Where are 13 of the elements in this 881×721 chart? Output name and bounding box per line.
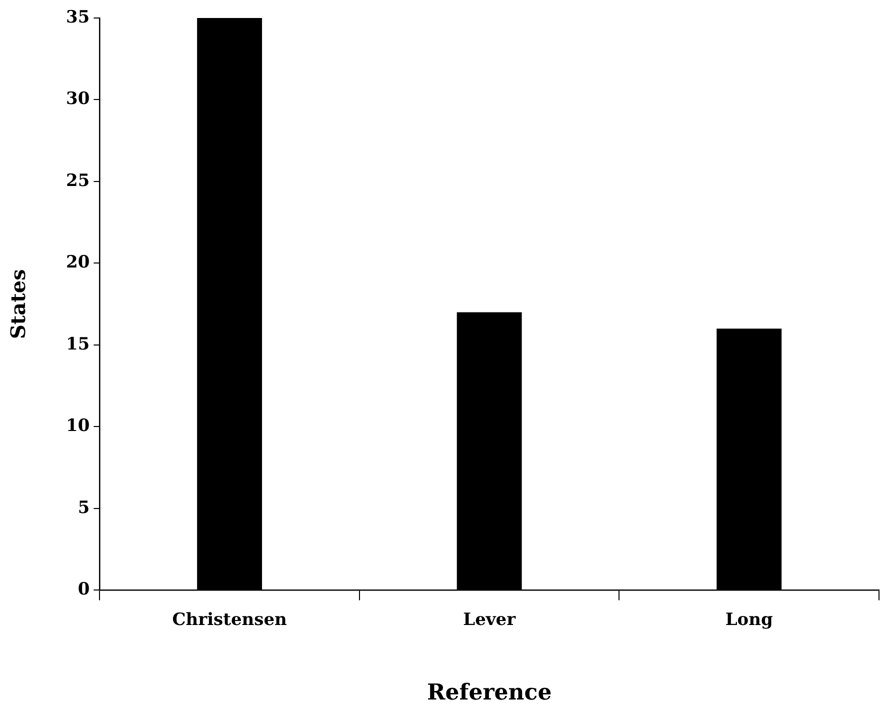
y-tick-label: 10 bbox=[66, 416, 90, 436]
y-tick-label: 30 bbox=[66, 89, 90, 110]
y-tick-label: 35 bbox=[66, 7, 90, 28]
x-tick-label: Long bbox=[725, 610, 773, 630]
y-tick-label: 20 bbox=[66, 252, 90, 273]
y-tick-label: 0 bbox=[78, 580, 90, 600]
y-tick-label: 15 bbox=[66, 334, 90, 354]
x-axis-title: Reference bbox=[426, 680, 552, 706]
y-axis-title: States bbox=[6, 269, 30, 340]
y-tick-label: 5 bbox=[78, 498, 90, 518]
x-tick-label: Lever bbox=[463, 610, 517, 630]
x-tick-label: Christensen bbox=[172, 610, 287, 630]
y-tick-label: 25 bbox=[66, 170, 90, 191]
